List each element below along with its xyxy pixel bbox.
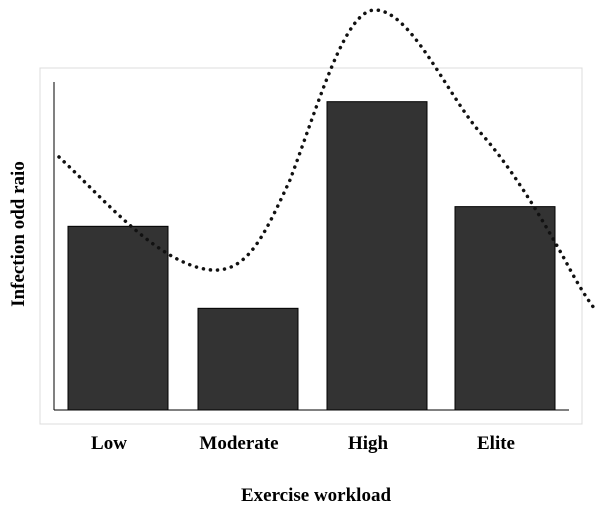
x-tick-label-moderate: Moderate xyxy=(199,433,278,454)
x-tick-label-low: Low xyxy=(91,433,127,454)
y-axis-title: Infection odd raio xyxy=(8,161,29,307)
bars-layer xyxy=(67,101,556,411)
bar-high xyxy=(326,101,428,411)
x-tick-label-elite: Elite xyxy=(477,433,515,454)
bar-moderate xyxy=(197,307,299,411)
x-axis-title: Exercise workload xyxy=(241,485,391,506)
bar-elite xyxy=(454,206,556,411)
x-tick-label-high: High xyxy=(348,433,389,454)
x-tick-labels: Low Moderate High Elite xyxy=(91,433,515,454)
trend-curve xyxy=(57,8,595,310)
bar-low xyxy=(67,225,169,411)
